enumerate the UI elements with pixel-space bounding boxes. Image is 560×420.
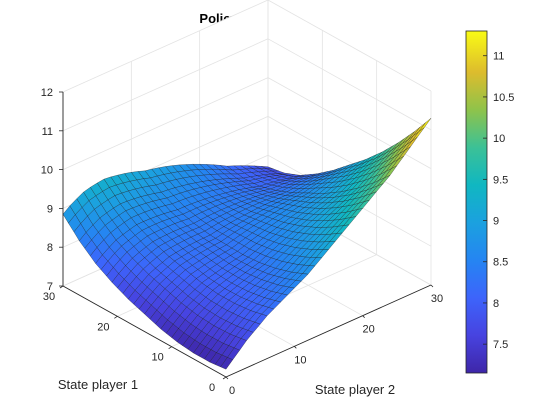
x-tick-label: 0	[229, 385, 235, 397]
y-tick-label: 0	[209, 382, 215, 394]
y-tick-mark	[222, 376, 227, 380]
surface-patch	[220, 357, 234, 370]
grid-line-z	[62, 77, 269, 170]
colorbar-tick-label: 11	[493, 51, 504, 63]
colorbar-tick-label: 10	[493, 133, 505, 145]
colorbar-tick-label: 9	[493, 216, 499, 228]
y-axis-label: State player 1	[58, 377, 138, 392]
x-tick-label: 20	[363, 324, 375, 336]
colorbar: 7.5 8 8.5 9 9.5 10 10.5 11	[465, 30, 514, 374]
grid-line-z	[62, 0, 269, 93]
grid-line-z	[62, 38, 269, 132]
z-tick-label: 12	[41, 87, 53, 99]
x-tick-mark	[294, 346, 297, 349]
colorbar-tick-label: 9.5	[493, 174, 508, 186]
grid-line-z-wall	[267, 116, 432, 208]
z-tick-label: 9	[47, 203, 53, 215]
colorbar-tick-label: 10.5	[493, 92, 514, 104]
y-tick-label: 10	[152, 352, 164, 364]
grid-line-z-wall	[267, 0, 432, 92]
grid-line-z-wall	[267, 38, 432, 131]
colorbar-tick-label: 7.5	[493, 339, 508, 351]
y-tick-label: 20	[97, 321, 109, 333]
z-tick-label: 8	[47, 242, 53, 254]
x-tick-label: 10	[294, 354, 306, 366]
z-tick-label: 11	[42, 126, 53, 138]
z-tick-label: 7	[47, 281, 53, 293]
x-axis-label: State player 2	[315, 382, 395, 397]
y-tick-label: 30	[43, 291, 55, 303]
y-tick-mark	[168, 346, 172, 349]
colorbar-tick-label: 8.5	[493, 257, 508, 269]
x-tick-mark	[225, 376, 229, 380]
x-tick-label: 30	[431, 293, 443, 305]
x-tick-mark	[362, 315, 365, 318]
colorbar-gradient	[465, 30, 488, 374]
colorbar-tick-label: 8	[493, 298, 499, 310]
x-axis-line	[225, 284, 432, 378]
y-axis-line	[62, 285, 227, 378]
y-tick-mark	[114, 316, 118, 319]
axis-lines	[62, 92, 432, 378]
x-tick-mark	[430, 284, 434, 288]
surface-plot	[62, 118, 432, 370]
z-tick-label: 10	[41, 165, 53, 177]
